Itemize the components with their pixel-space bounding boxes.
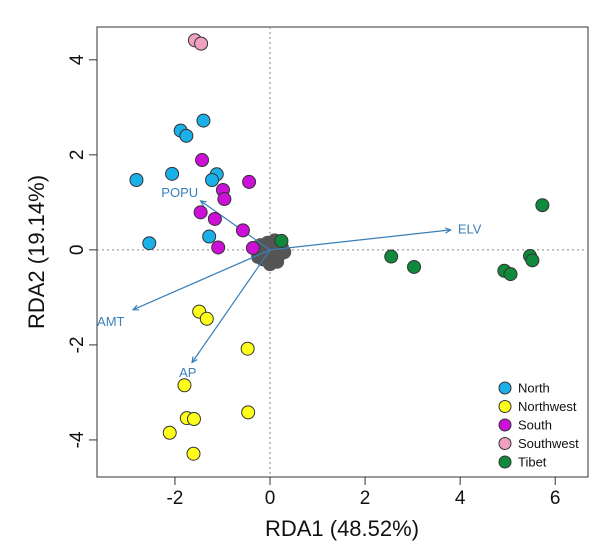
y-tick-label: -2	[67, 336, 88, 353]
point-northwest	[186, 412, 201, 427]
point-north	[202, 229, 217, 244]
point-tibet	[274, 233, 289, 248]
y-tick-label: 2	[67, 150, 88, 161]
vector-arrow-elv	[269, 229, 451, 251]
legend-marker	[498, 437, 512, 450]
vector-label: ELV	[458, 221, 482, 236]
vector-arrow-ap	[191, 249, 271, 363]
arrowhead	[191, 356, 198, 364]
point-northwest	[177, 378, 192, 393]
x-axis-label: RDA1 (48.52%)	[265, 516, 419, 541]
legend: North Northwest South Southwest Tibet	[498, 381, 579, 470]
point-north	[142, 236, 157, 251]
y-tick-label: 4	[67, 54, 88, 65]
vector-arrow-popu	[200, 200, 271, 251]
legend-marker	[498, 381, 512, 395]
point-south	[242, 174, 257, 189]
point-tibet	[407, 259, 422, 274]
legend-label: South	[518, 418, 552, 433]
x-tick-label: 0	[265, 488, 276, 509]
point-tibet	[384, 249, 399, 264]
legend-label: Tibet	[518, 455, 547, 470]
point-south	[211, 240, 226, 255]
point-northwest	[241, 405, 256, 420]
x-tick-label: 6	[550, 488, 561, 509]
point-tibet	[535, 198, 550, 213]
point-south	[217, 192, 232, 207]
point-northwest	[199, 311, 214, 326]
point-tibet	[503, 267, 518, 282]
point-southwest	[194, 36, 209, 51]
point-north	[129, 173, 144, 188]
legend-label: Southwest	[518, 436, 579, 451]
point-north	[179, 128, 194, 143]
cluster-point	[263, 257, 278, 272]
point-north	[165, 166, 180, 181]
legend-marker	[498, 455, 512, 469]
y-tick-label: -4	[67, 431, 88, 448]
point-south	[193, 205, 208, 220]
point-tibet	[525, 253, 540, 268]
point-north	[196, 113, 211, 128]
x-tick-label: 4	[455, 488, 466, 509]
x-tick-label: -2	[166, 488, 183, 509]
point-south	[245, 240, 260, 255]
point-south	[195, 153, 210, 168]
arrowhead	[199, 200, 207, 207]
point-south	[207, 211, 222, 226]
point-northwest	[186, 446, 201, 461]
point-south	[235, 223, 250, 238]
plot-frame	[96, 26, 589, 478]
x-tick-label: 2	[360, 488, 371, 509]
arrowhead	[444, 227, 453, 234]
legend-label: North	[518, 381, 550, 396]
point-north	[205, 173, 220, 188]
vector-label: POPU	[161, 185, 198, 200]
legend-marker	[498, 400, 512, 413]
legend-marker	[498, 418, 512, 432]
y-axis-label: RDA2 (19.14%)	[24, 175, 49, 329]
vector-label: AP	[179, 365, 196, 380]
point-northwest	[240, 341, 255, 356]
point-northwest	[162, 425, 177, 440]
y-tick-label: 0	[67, 245, 88, 256]
legend-label: Northwest	[518, 399, 577, 414]
vector-label: AMT	[97, 314, 125, 329]
vector-arrow-amt	[132, 249, 271, 311]
arrowhead	[131, 304, 140, 311]
